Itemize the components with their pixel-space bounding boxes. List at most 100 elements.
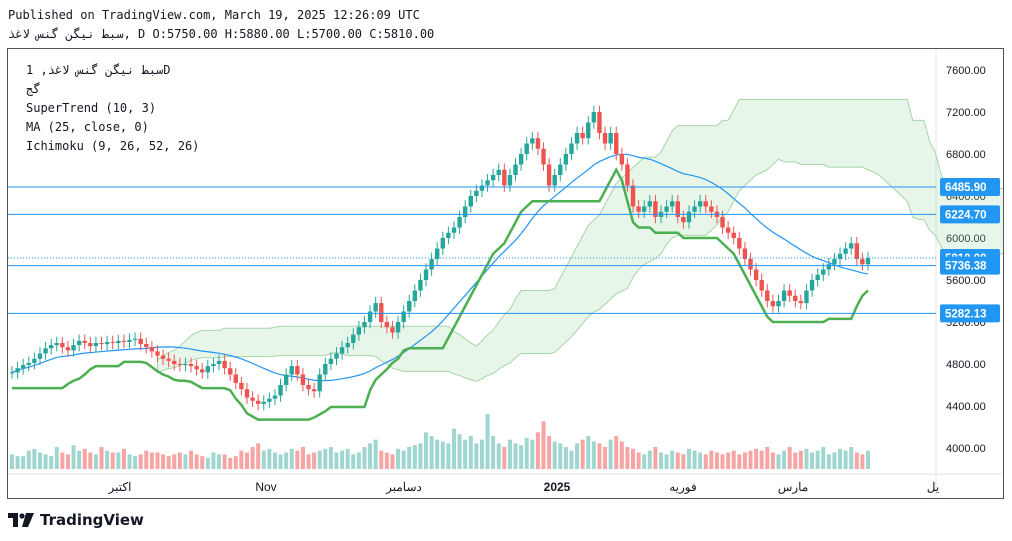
x-tick-label: مارس (778, 480, 809, 494)
candle (138, 338, 143, 345)
candle (43, 348, 48, 354)
candle (860, 259, 865, 265)
candle (300, 374, 306, 385)
volume-bar (384, 452, 389, 469)
volume-bar (368, 443, 373, 469)
volume-bar (653, 447, 658, 469)
candle (311, 389, 317, 392)
volume-bar (552, 441, 557, 469)
volume-bar (278, 454, 283, 469)
candle (865, 257, 871, 265)
candle (244, 389, 250, 398)
volume-bar (261, 450, 266, 469)
candle (373, 303, 378, 312)
volume-bar (244, 452, 249, 469)
chart-frame[interactable]: 7600.007200.006800.006400.006000.005600.… (7, 48, 1004, 499)
volume-bar (26, 450, 31, 469)
price-line-label-bg (940, 205, 1000, 224)
candle (608, 133, 613, 144)
volume-bar (776, 454, 781, 469)
candle (334, 353, 339, 359)
volume-bar (675, 452, 680, 469)
volume-bar (138, 454, 143, 469)
candle (770, 301, 776, 307)
volume-bar (703, 454, 708, 469)
volume-bar (608, 439, 613, 469)
candle (709, 206, 714, 212)
volume-bar (317, 450, 322, 469)
candle (328, 358, 334, 364)
x-tick-label: 2025 (544, 480, 571, 494)
volume-bar (468, 436, 473, 469)
candle (172, 360, 177, 364)
candle (479, 185, 485, 191)
volume-bar (272, 452, 277, 469)
volume-bar (105, 450, 110, 469)
volume-bar (748, 450, 753, 469)
candle (261, 401, 266, 404)
volume-bar (77, 450, 82, 469)
candle (821, 269, 826, 275)
volume-bar (642, 454, 647, 469)
volume-bar (804, 448, 809, 469)
candle (507, 175, 513, 186)
candle (686, 211, 692, 223)
candle (255, 400, 261, 404)
candle (188, 364, 194, 367)
candle (82, 340, 87, 343)
volume-bar (166, 456, 171, 469)
candle (703, 201, 708, 207)
candle (205, 366, 211, 373)
candle (580, 133, 585, 139)
volume-bar (379, 450, 384, 469)
volume-bar (356, 452, 361, 469)
y-tick-label: 4800.00 (946, 359, 986, 371)
legend-sub: گج (26, 82, 41, 96)
candle (837, 253, 843, 259)
volume-bar (194, 454, 199, 469)
candle (289, 366, 294, 375)
volume-bar (429, 436, 434, 469)
volume-bar (233, 456, 238, 469)
volume-bar (133, 456, 138, 469)
candle (412, 290, 418, 301)
legend-ichimoku: Ichimoku (9, 26, 52, 26) (26, 139, 200, 153)
volume-bar (625, 447, 630, 469)
volume-bar (603, 447, 608, 469)
volume-bar (177, 452, 182, 469)
candle (323, 364, 328, 375)
published-line: Published on TradingView.com, March 19, … (8, 8, 420, 22)
volume-bar (787, 447, 792, 469)
candle (614, 133, 619, 154)
candle (647, 201, 653, 207)
tradingview-logo-icon (8, 513, 34, 527)
candle (88, 343, 93, 347)
tradingview-brand: TradingView (8, 511, 144, 529)
candle (423, 269, 429, 280)
volume-bar (362, 447, 367, 469)
candle (272, 395, 278, 399)
volume-bar (586, 436, 591, 469)
volume-bar (530, 439, 535, 469)
price-line-label-bg (940, 177, 1000, 196)
volume-bar (681, 454, 686, 469)
volume-bar (267, 448, 272, 469)
volume-bar (541, 421, 546, 469)
candle (669, 201, 675, 207)
candle (144, 344, 149, 348)
volume-bar (496, 443, 501, 469)
volume-bar (99, 447, 104, 469)
candle (283, 374, 289, 385)
volume-bar (720, 454, 725, 469)
candle (99, 343, 104, 345)
candle (339, 347, 345, 354)
volume-bar (765, 447, 770, 469)
candle (697, 201, 703, 207)
volume-bar (334, 452, 339, 469)
candle (446, 232, 451, 238)
volume-bar (351, 454, 356, 469)
candle (546, 164, 552, 186)
candle (692, 206, 697, 212)
legend-ma: MA (25, close, 0) (26, 120, 149, 134)
price-chart[interactable]: 7600.007200.006800.006400.006000.005600.… (8, 49, 1003, 498)
